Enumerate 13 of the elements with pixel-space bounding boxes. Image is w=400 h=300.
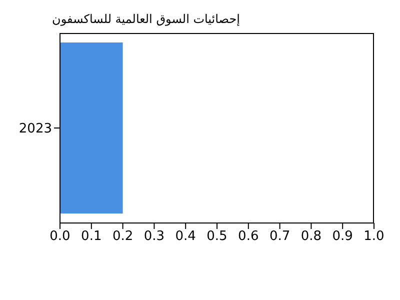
chart-title: إحصائيات السوق العالمية للساكسفون (52, 12, 240, 26)
x-tick-label: 0.8 (300, 229, 322, 244)
x-tick-label: 0.2 (112, 229, 134, 244)
x-tick-label: 0.1 (81, 229, 102, 244)
x-tick-label: 1.0 (364, 229, 384, 244)
x-tick-label: 0.5 (206, 229, 228, 244)
x-tick-label: 0.0 (50, 229, 70, 244)
x-tick-label: 0.9 (332, 229, 353, 244)
x-tick-label: 0.6 (238, 229, 259, 244)
x-tick-label: 0.7 (269, 229, 290, 244)
x-tick-label: 0.3 (144, 229, 165, 244)
y-tick-label: 2023 (18, 122, 52, 137)
x-tick-label: 0.4 (175, 229, 196, 244)
